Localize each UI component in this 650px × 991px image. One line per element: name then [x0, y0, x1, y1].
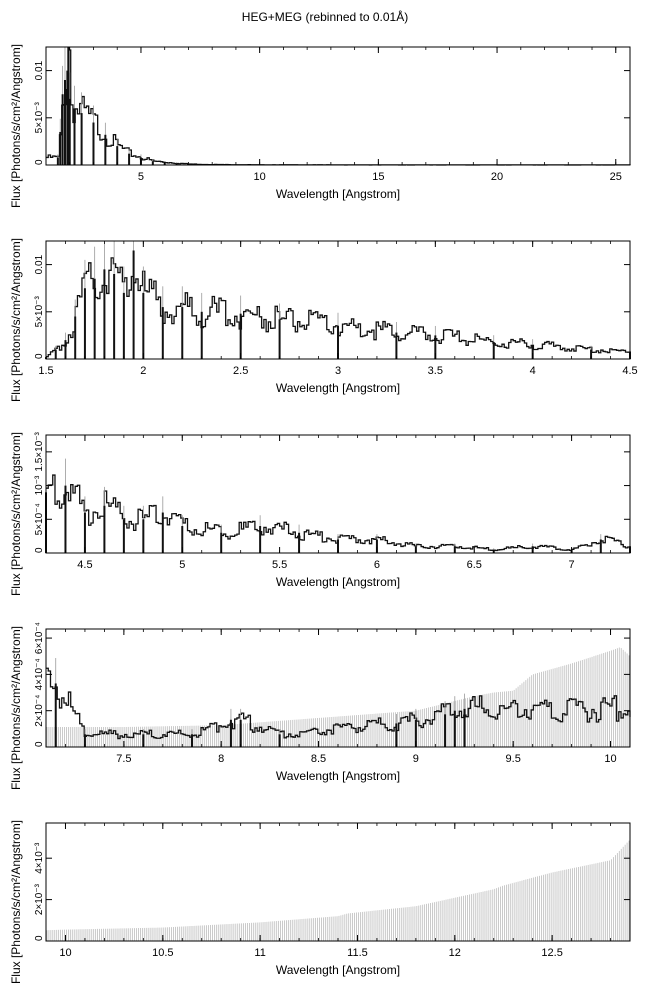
x-axis-label: Wavelength [Angstrom] [276, 963, 400, 977]
x-tick-label: 2 [140, 365, 146, 377]
y-tick-label: 6×10⁻⁴ [34, 622, 45, 654]
x-tick-label: 10 [59, 947, 71, 959]
x-tick-label: 6.5 [467, 559, 482, 571]
y-tick-label: 4×10⁻³ [34, 842, 45, 874]
y-tick-label: 0.01 [34, 60, 45, 80]
x-tick-label: 4 [530, 365, 536, 377]
y-tick-label: 0 [34, 741, 45, 747]
x-tick-label: 7.5 [116, 753, 131, 765]
x-tick-label: 9.5 [506, 753, 521, 765]
series-line [46, 49, 631, 166]
y-tick-label: 0 [34, 353, 45, 359]
y-axis-label: Flux [Photons/s/cm²/Angstrom] [9, 626, 23, 790]
error-bars [46, 840, 630, 941]
plot-frame [45, 628, 631, 748]
x-tick-label: 8 [218, 753, 224, 765]
plot-frame [45, 46, 631, 166]
x-tick-label: 10 [254, 171, 266, 183]
y-tick-label: 10⁻³ [34, 475, 45, 495]
y-axis-label: Flux [Photons/s/cm²/Angstrom] [9, 820, 23, 984]
series-1 [46, 47, 631, 166]
x-tick-label: 3.5 [428, 365, 443, 377]
x-tick-label: 10 [604, 753, 616, 765]
y-tick-label: 1.5×10⁻³ [34, 431, 45, 471]
x-tick-label: 1.5 [38, 365, 53, 377]
x-axis-label: Wavelength [Angstrom] [276, 381, 400, 395]
figure-title: HEG+MEG (rebinned to 0.01Å) [241, 10, 409, 24]
chart-panel-4: 7.5 8 8.5 9 9.5 10 0 2×10⁻⁴ 4×10⁻⁴ 6×10⁻⁴ Waveleng… [9, 622, 631, 790]
y-tick-label: 2×10⁻⁴ [34, 695, 45, 727]
x-tick-label: 15 [372, 171, 384, 183]
y-tick-label: 5×10⁻³ [34, 296, 45, 328]
x-axis-label: Wavelength [Angstrom] [276, 575, 400, 589]
x-tick-label: 12.5 [541, 947, 562, 959]
y-axis-label: Flux [Photons/s/cm²/Angstrom] [9, 432, 23, 596]
x-tick-label: 4.5 [77, 559, 92, 571]
y-tick-label: 0.01 [34, 254, 45, 274]
error-bars [46, 647, 630, 747]
x-tick-label: 11 [254, 947, 265, 959]
chart-panel-2: 1.5 2 2.5 3 3.5 4 4.5 0 5×10⁻³ 0.01 Wavelength [An… [9, 238, 638, 402]
y-tick-label: 0 [34, 547, 45, 553]
x-tick-label: 9 [413, 753, 419, 765]
y-axis-label: Flux [Photons/s/cm²/Angstrom] [9, 238, 23, 402]
x-tick-label: 10.5 [152, 947, 173, 959]
x-tick-label: 7 [569, 559, 575, 571]
x-tick-label: 20 [491, 171, 503, 183]
x-tick-label: 2.5 [233, 365, 248, 377]
y-tick-label: 4×10⁻⁴ [34, 658, 45, 690]
x-tick-label: 11.5 [347, 947, 368, 959]
x-tick-label: 12 [449, 947, 461, 959]
chart-panel-5: 10 10.5 11 11.5 12 12.5 0 2×10⁻³ 4×10⁻³ Wavelengt… [9, 820, 631, 984]
x-axis-label: Wavelength [Angstrom] [276, 187, 400, 201]
y-tick-label: 5×10⁻⁴ [34, 503, 45, 535]
x-tick-label: 8.5 [311, 753, 326, 765]
series-1 [45, 458, 631, 553]
y-tick-label: 0 [34, 159, 45, 165]
x-tick-label: 5 [138, 171, 144, 183]
x-tick-label: 3 [335, 365, 341, 377]
series-1 [45, 241, 631, 359]
x-tick-label: 5.5 [272, 559, 287, 571]
plot-frame [45, 822, 631, 942]
y-tick-label: 2×10⁻³ [34, 883, 45, 915]
chart-panel-1: 5 10 15 20 25 0 5×10⁻³ 0.01 Wavelength [Angstrom… [9, 44, 631, 208]
series-1 [46, 658, 631, 747]
x-axis-label: Wavelength [Angstrom] [276, 769, 400, 783]
y-tick-label: 5×10⁻³ [34, 102, 45, 134]
y-axis-label: Flux [Photons/s/cm²/Angstrom] [9, 44, 23, 208]
series-line [46, 667, 631, 740]
chart-panel-3: 4.5 5 5.5 6 6.5 7 0 5×10⁻⁴ 10⁻³ 1.5×10⁻³ Wavelengt… [9, 431, 631, 596]
x-tick-label: 6 [374, 559, 380, 571]
y-tick-label: 0 [34, 935, 45, 941]
x-tick-label: 5 [179, 559, 185, 571]
x-tick-label: 25 [610, 171, 622, 183]
x-tick-label: 4.5 [622, 365, 637, 377]
